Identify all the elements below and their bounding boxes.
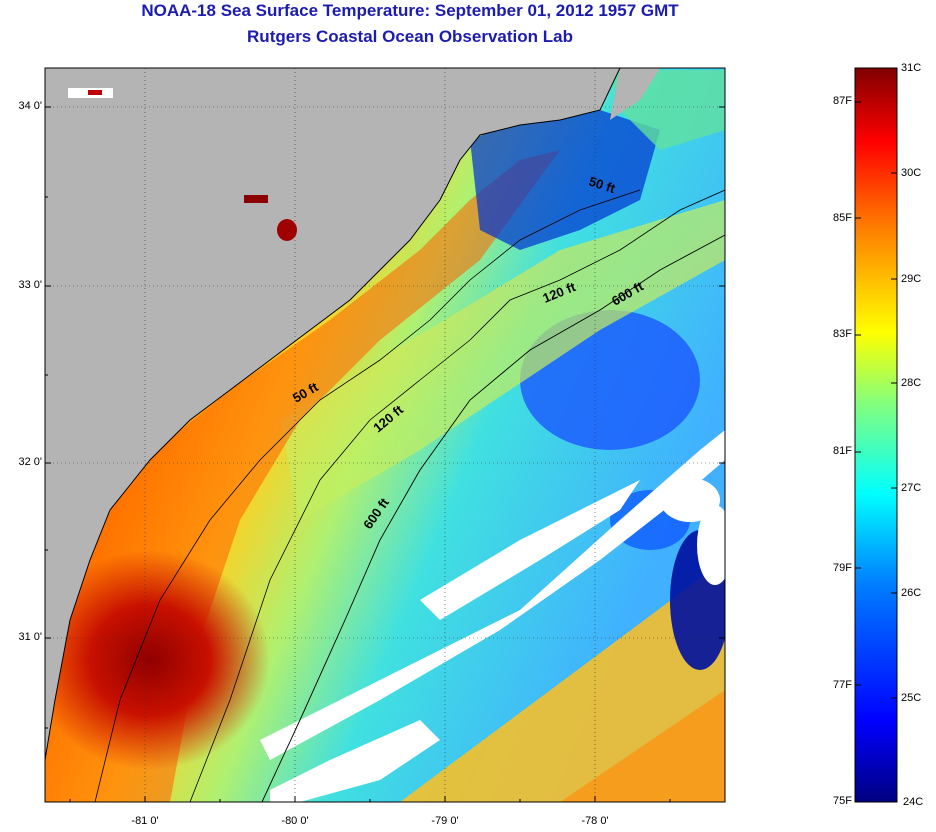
cb-label-83f: 83F: [833, 328, 852, 340]
northern-cold-water: [470, 110, 660, 250]
lake-moultrie: [277, 219, 297, 241]
map-image: [45, 68, 725, 802]
cb-label-79f: 79F: [833, 562, 852, 574]
coastline: [45, 68, 621, 761]
lat-label-32: 32 0': [18, 456, 42, 468]
land: [45, 68, 620, 760]
map-title: NOAA-18 Sea Surface Temperature: Septemb…: [141, 1, 679, 20]
cb-label-81f: 81F: [833, 445, 852, 457]
graticule: [45, 68, 725, 802]
lat-label-33: 33 0': [18, 279, 42, 291]
isobath-50ft: [94, 189, 641, 802]
cb-label-28c: 28C: [901, 377, 922, 389]
axis-ticks: [45, 106, 725, 802]
lat-label-31: 31 0': [18, 631, 42, 643]
lon-label-80: -80 0': [281, 815, 309, 827]
cloud-streak-1: [260, 430, 725, 760]
warm-southeast: [400, 560, 725, 802]
cb-label-87f: 87F: [833, 95, 852, 107]
cloud-streak-3: [270, 720, 440, 802]
cloud-streak-2: [420, 480, 640, 620]
hot-spot: [45, 550, 270, 770]
colorbar-ticks: [855, 67, 897, 699]
cb-label-27c: 27C: [901, 482, 922, 494]
cb-label-85f: 85F: [833, 212, 852, 224]
lake-marion: [244, 195, 268, 203]
cb-label-31c: 31C: [901, 62, 922, 74]
cb-label-30c: 30C: [901, 167, 922, 179]
map-frame: [44, 67, 726, 803]
shelf-band: [280, 200, 725, 520]
lon-label-81: -81 0': [131, 815, 159, 827]
cb-label-29c: 29C: [901, 273, 922, 285]
map-subtitle: Rutgers Coastal Ocean Observation Lab: [247, 27, 573, 46]
cb-label-77f: 77F: [833, 679, 852, 691]
lon-label-78: -78 0': [581, 815, 609, 827]
cb-label-75f: 75F: [833, 795, 852, 807]
cb-label-24c: 24C: [903, 796, 924, 808]
cb-label-26c: 26C: [901, 587, 922, 599]
lon-label-79: -79 0': [431, 815, 459, 827]
colorbar: [854, 67, 898, 803]
isobath-600ft: [261, 234, 725, 802]
lat-label-34: 34 0': [18, 100, 42, 112]
cb-label-25c: 25C: [901, 692, 922, 704]
